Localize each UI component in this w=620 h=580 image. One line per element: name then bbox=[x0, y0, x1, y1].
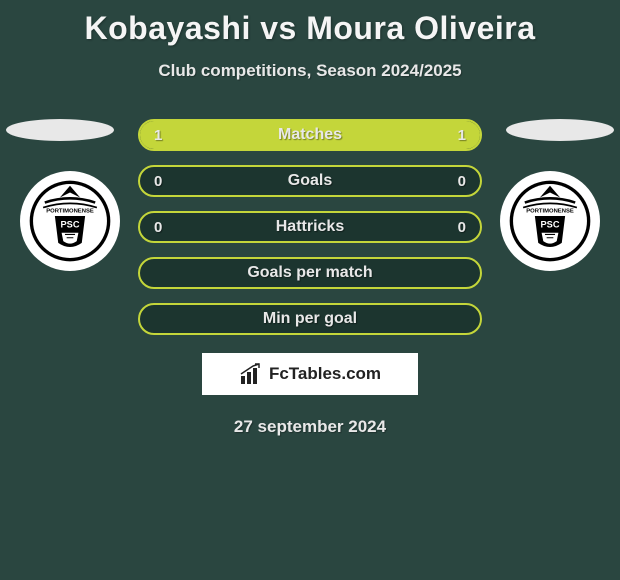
page-subtitle: Club competitions, Season 2024/2025 bbox=[0, 61, 620, 81]
stat-value-left: 0 bbox=[154, 219, 162, 236]
svg-text:PORTIMONENSE: PORTIMONENSE bbox=[526, 209, 574, 215]
stat-row: 1 Matches 1 bbox=[138, 119, 482, 151]
stat-value-right: 1 bbox=[458, 127, 466, 144]
stat-value-left: 1 bbox=[154, 127, 162, 144]
brand-box[interactable]: FcTables.com bbox=[202, 353, 418, 395]
stat-label: Goals per match bbox=[247, 264, 372, 282]
stat-value-left: 0 bbox=[154, 173, 162, 190]
stat-value-right: 0 bbox=[458, 219, 466, 236]
stat-row: 0 Goals 0 bbox=[138, 165, 482, 197]
player-ellipse-right bbox=[506, 119, 614, 141]
portimonense-badge-icon: PORTIMONENSE PSC bbox=[28, 179, 112, 263]
stat-row: 0 Hattricks 0 bbox=[138, 211, 482, 243]
brand-text: FcTables.com bbox=[269, 364, 381, 384]
date-text: 27 september 2024 bbox=[0, 417, 620, 437]
page-title: Kobayashi vs Moura Oliveira bbox=[0, 0, 620, 47]
stats-list: 1 Matches 1 0 Goals 0 0 Hattricks 0 Goals per mat… bbox=[138, 119, 482, 335]
comparison-content: PORTIMONENSE PSC PORTIMONENSE PSC 1 Match… bbox=[0, 119, 620, 437]
stat-label: Matches bbox=[278, 126, 342, 144]
svg-text:PSC: PSC bbox=[541, 220, 560, 230]
stat-label: Min per goal bbox=[263, 310, 357, 328]
club-crest-right: PORTIMONENSE PSC bbox=[500, 171, 600, 271]
player-ellipse-left bbox=[6, 119, 114, 141]
stat-label: Hattricks bbox=[276, 218, 344, 236]
stat-label: Goals bbox=[288, 172, 332, 190]
club-crest-left: PORTIMONENSE PSC bbox=[20, 171, 120, 271]
svg-text:PSC: PSC bbox=[61, 220, 80, 230]
svg-text:PORTIMONENSE: PORTIMONENSE bbox=[46, 209, 94, 215]
stat-value-right: 0 bbox=[458, 173, 466, 190]
stat-row: Min per goal bbox=[138, 303, 482, 335]
bar-chart-icon bbox=[239, 362, 263, 386]
portimonense-badge-icon: PORTIMONENSE PSC bbox=[508, 179, 592, 263]
stat-row: Goals per match bbox=[138, 257, 482, 289]
